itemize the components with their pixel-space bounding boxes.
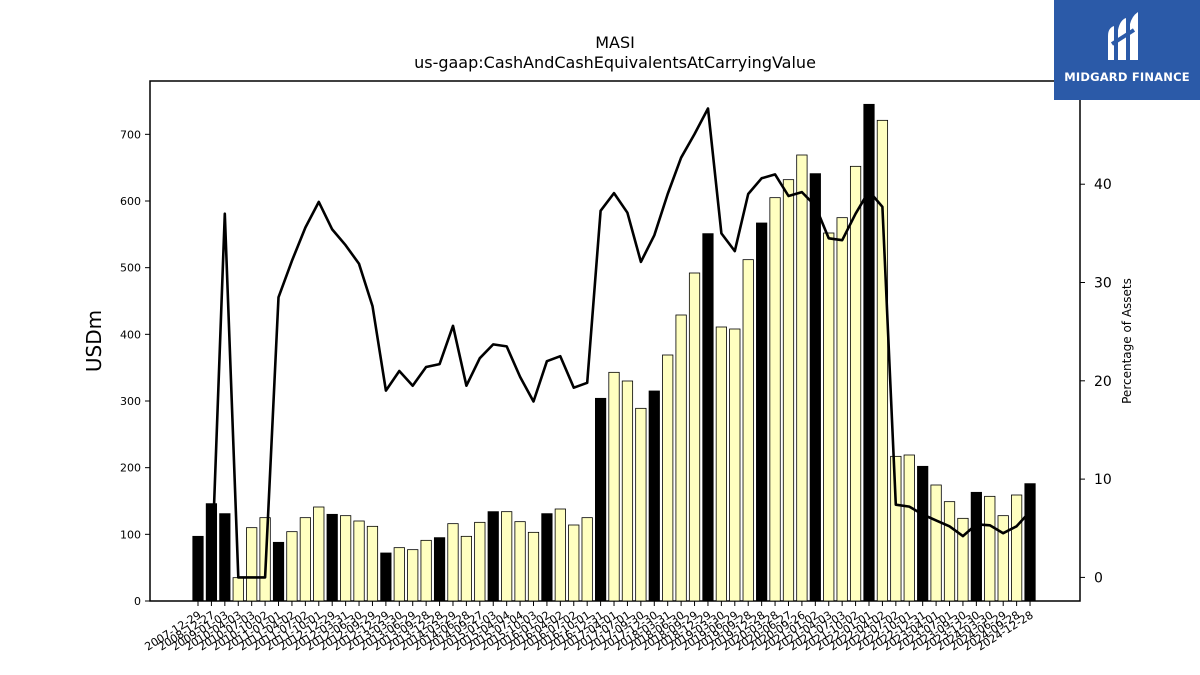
bar bbox=[272, 541, 285, 602]
bar bbox=[823, 232, 835, 602]
y2-tick-label: 0 bbox=[1094, 570, 1103, 586]
bar bbox=[715, 326, 727, 602]
y2-axis-label: Percentage of Assets bbox=[1120, 278, 1134, 404]
bar bbox=[782, 179, 795, 602]
bar bbox=[581, 517, 593, 602]
bar bbox=[863, 103, 875, 602]
bar bbox=[514, 521, 526, 602]
bar bbox=[313, 506, 325, 602]
y2-tick-label: 10 bbox=[1094, 472, 1112, 488]
bar bbox=[1024, 483, 1036, 602]
bar bbox=[340, 515, 352, 602]
bar bbox=[702, 233, 714, 602]
bar bbox=[662, 354, 674, 602]
bar bbox=[246, 527, 258, 602]
percentage-line bbox=[210, 107, 1031, 579]
bar bbox=[943, 501, 956, 602]
bar bbox=[568, 524, 580, 602]
bar bbox=[232, 577, 244, 602]
bar bbox=[1011, 494, 1023, 602]
bar bbox=[407, 549, 419, 602]
bar bbox=[809, 173, 821, 602]
bar bbox=[635, 407, 647, 602]
bar bbox=[917, 465, 929, 602]
brand-name: MIDGARD FINANCE bbox=[1064, 70, 1190, 84]
bar bbox=[997, 515, 1009, 602]
y-axis-label: USDm bbox=[82, 310, 106, 372]
bar bbox=[326, 513, 338, 602]
y-tick-label: 200 bbox=[120, 462, 141, 475]
bar bbox=[460, 535, 473, 602]
bar bbox=[353, 520, 365, 602]
bar bbox=[930, 484, 942, 602]
bar bbox=[541, 513, 553, 602]
bar bbox=[192, 535, 204, 602]
bar bbox=[527, 531, 540, 602]
bar bbox=[688, 272, 701, 602]
bar bbox=[447, 523, 459, 602]
bar bbox=[957, 517, 969, 602]
plot-area: 01002003004005006007000102030402007-12-2… bbox=[120, 80, 1112, 653]
y2-tick-label: 20 bbox=[1094, 374, 1112, 390]
bar bbox=[648, 390, 660, 602]
y-tick-label: 300 bbox=[120, 395, 141, 408]
bar bbox=[487, 511, 499, 602]
bar bbox=[769, 197, 781, 602]
bar bbox=[621, 380, 634, 602]
bar bbox=[742, 259, 754, 602]
y-tick-label: 100 bbox=[120, 528, 141, 541]
chart-subtitle: us-gaap:CashAndCashEquivalentsAtCarrying… bbox=[414, 53, 816, 72]
bar bbox=[984, 495, 996, 602]
bar bbox=[756, 222, 768, 602]
bar bbox=[380, 552, 392, 602]
bar bbox=[286, 531, 298, 602]
bar bbox=[299, 517, 311, 602]
y-tick-label: 500 bbox=[120, 262, 141, 275]
bar bbox=[366, 525, 379, 602]
bar bbox=[836, 217, 848, 602]
y-tick-label: 400 bbox=[120, 328, 141, 341]
bar bbox=[501, 511, 513, 602]
y-tick-label: 0 bbox=[134, 595, 141, 608]
bar bbox=[595, 397, 607, 602]
bar bbox=[876, 119, 889, 602]
logo-mark-icon bbox=[1108, 12, 1138, 60]
bar bbox=[729, 328, 741, 602]
brand-logo: MIDGARD FINANCE bbox=[1054, 0, 1200, 100]
y-tick-label: 600 bbox=[120, 195, 141, 208]
bar bbox=[970, 491, 982, 602]
bar bbox=[393, 547, 405, 602]
bar bbox=[608, 371, 620, 602]
y-tick-label: 700 bbox=[120, 128, 141, 141]
bar bbox=[796, 154, 808, 602]
bar bbox=[433, 537, 446, 602]
bar bbox=[420, 539, 432, 602]
y2-tick-label: 40 bbox=[1094, 177, 1112, 193]
bar bbox=[675, 314, 687, 602]
bar bbox=[554, 508, 566, 602]
bar bbox=[903, 454, 915, 602]
bar bbox=[849, 165, 862, 602]
y2-tick-label: 30 bbox=[1094, 276, 1112, 292]
bar bbox=[474, 521, 486, 602]
chart-title: MASI bbox=[595, 33, 635, 52]
bar bbox=[219, 513, 231, 602]
